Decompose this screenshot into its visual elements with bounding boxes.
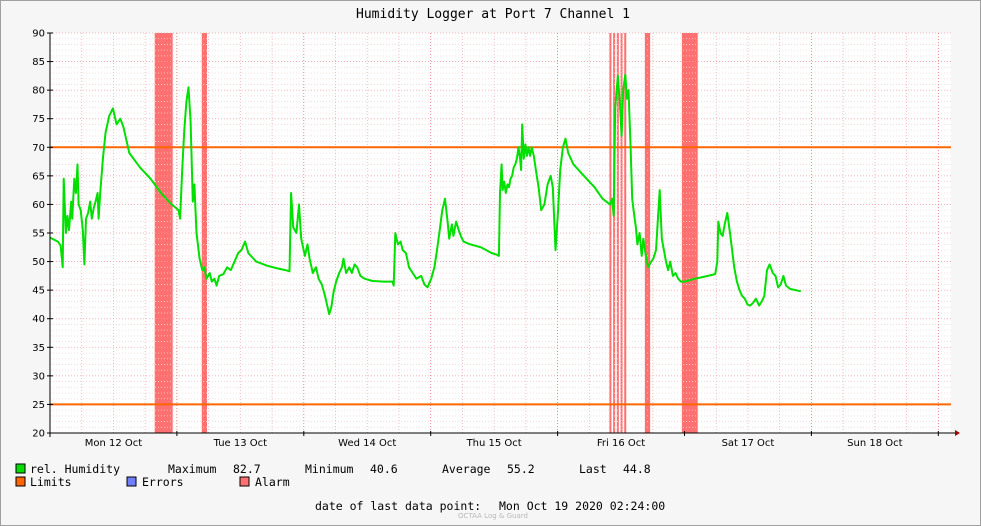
legend: rel. Humidity Maximum 82.7 Minimum 40.6 … xyxy=(15,462,651,489)
x-tick-label: Sat 17 Oct xyxy=(722,438,775,449)
series-layer xyxy=(49,73,802,316)
y-tick-label: 85 xyxy=(32,57,45,68)
last-data-point-value: Mon Oct 19 2020 02:24:00 xyxy=(499,499,665,513)
x-axis-arrow xyxy=(955,430,960,436)
y-tick-label: 80 xyxy=(32,86,45,97)
y-tick-label: 70 xyxy=(32,143,45,154)
legend-alarm-label: Alarm xyxy=(255,475,290,489)
y-tick-label: 35 xyxy=(32,343,45,354)
y-tick-label: 55 xyxy=(32,229,45,240)
humidity-series-line xyxy=(49,73,802,316)
alarm-band xyxy=(624,33,627,433)
maximum-label: Maximum xyxy=(168,462,217,476)
x-tick-label: Tue 13 Oct xyxy=(213,438,268,449)
legend-limits-label: Limits xyxy=(30,475,72,489)
x-tick-label: Wed 14 Oct xyxy=(338,438,396,449)
x-tick-label: Sun 18 Oct xyxy=(847,438,902,449)
y-tick-labels: 20 25 30 35 40 45 50 55 60 65 70 75 80 85 90 xyxy=(32,29,45,440)
y-tick-label: 60 xyxy=(32,200,45,211)
y-tick-label: 50 xyxy=(32,257,45,268)
y-tick-label: 25 xyxy=(32,400,45,411)
minimum-value: 40.6 xyxy=(370,462,398,476)
alarm-swatch xyxy=(239,476,250,487)
chart-title: Humidity Logger at Port 7 Channel 1 xyxy=(356,7,630,22)
alarm-band xyxy=(154,33,173,433)
humidity-swatch xyxy=(15,463,26,474)
axes xyxy=(47,32,960,437)
limits-swatch xyxy=(15,476,26,487)
legend-humidity-label: rel. Humidity xyxy=(30,462,120,476)
alarm-band xyxy=(201,33,208,433)
minimum-label: Minimum xyxy=(305,462,354,476)
average-label: Average xyxy=(442,462,491,476)
y-tick-label: 20 xyxy=(32,429,45,440)
legend-errors-label: Errors xyxy=(142,475,184,489)
last-value: 44.8 xyxy=(623,462,651,476)
alarm-band xyxy=(609,33,612,433)
y-tick-label: 65 xyxy=(32,171,45,182)
y-tick-label: 90 xyxy=(32,29,45,40)
y-tick-label: 30 xyxy=(32,371,45,382)
average-value: 55.2 xyxy=(507,462,535,476)
last-data-point-label: date of last data point: xyxy=(315,499,481,513)
limit-lines xyxy=(50,146,951,406)
maximum-value: 82.7 xyxy=(233,462,261,476)
errors-swatch xyxy=(126,476,137,487)
x-tick-label: Thu 15 Oct xyxy=(466,438,522,449)
y-tick-label: 45 xyxy=(32,286,45,297)
alarm-band xyxy=(620,33,623,433)
x-tick-labels: Mon 12 Oct Tue 13 Oct Wed 14 Oct Thu 15 Oct… xyxy=(85,438,903,449)
x-tick-label: Fri 16 Oct xyxy=(597,438,645,449)
credit-text: OCTAA Log & Guard xyxy=(458,512,528,520)
last-label: Last xyxy=(579,462,607,476)
y-tick-label: 40 xyxy=(32,314,45,325)
y-tick-label: 75 xyxy=(32,114,45,125)
x-tick-label: Mon 12 Oct xyxy=(85,438,143,449)
